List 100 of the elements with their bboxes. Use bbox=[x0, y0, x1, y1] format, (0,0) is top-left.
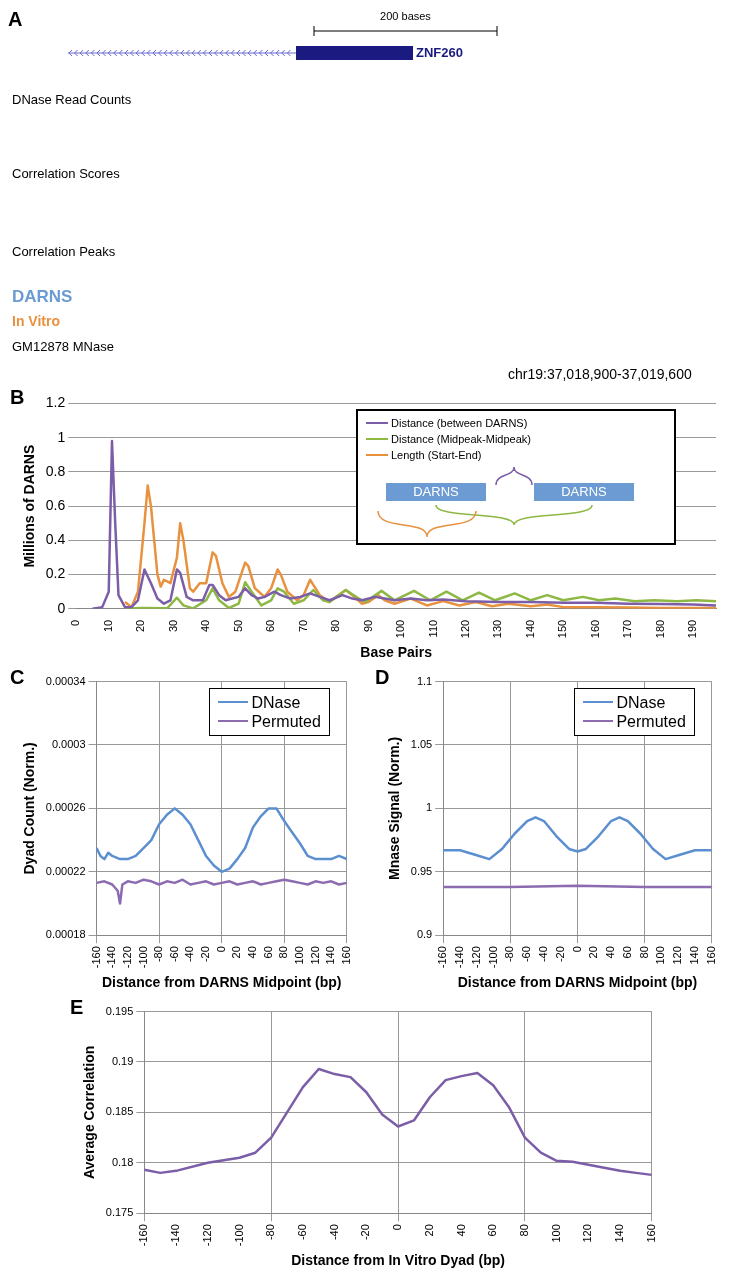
x-tick-label: -160 bbox=[137, 1224, 150, 1247]
x-tick-label: 20 bbox=[230, 946, 243, 959]
x-axis-title: Distance from In Vitro Dyad (bp) bbox=[291, 1252, 505, 1269]
chart-title: B bbox=[10, 386, 25, 409]
x-tick-label: -20 bbox=[359, 1224, 372, 1241]
x-tick-label: -40 bbox=[536, 946, 549, 963]
x-tick-label: -40 bbox=[327, 1224, 340, 1241]
y-tick-label: 1.05 bbox=[410, 738, 433, 751]
x-axis-title: Distance from DARNS Midpoint (bp) bbox=[101, 974, 342, 991]
y-tick-label: 0.00034 bbox=[45, 674, 86, 687]
x-tick-label: 40 bbox=[454, 1224, 467, 1237]
x-tick-label: 130 bbox=[491, 619, 504, 639]
text: DARNS bbox=[12, 287, 73, 307]
text: chr19:37,018,900-37,019,600 bbox=[508, 366, 692, 382]
text: A bbox=[8, 8, 23, 31]
label-box: DARNS bbox=[534, 483, 634, 502]
x-tick-label: 150 bbox=[556, 619, 569, 639]
x-tick-label: -100 bbox=[232, 1224, 245, 1247]
x-tick-label: 190 bbox=[686, 619, 699, 639]
chart-title: C bbox=[10, 666, 25, 689]
y-tick-label: 1 bbox=[426, 801, 433, 814]
x-tick-label: 80 bbox=[277, 946, 290, 959]
x-tick-label: 80 bbox=[517, 1224, 530, 1237]
x-tick-label: -80 bbox=[152, 946, 165, 963]
x-tick-label: 140 bbox=[324, 946, 337, 965]
text: Correlation Scores bbox=[12, 166, 120, 181]
legend-label: Permuted bbox=[251, 711, 321, 731]
x-tick-label: 40 bbox=[245, 946, 258, 959]
x-tick-label: -60 bbox=[167, 946, 180, 963]
y-tick-label: 0.185 bbox=[105, 1105, 134, 1118]
x-tick-label: 160 bbox=[704, 946, 717, 965]
text: In Vitro bbox=[12, 313, 60, 329]
x-tick-label: 120 bbox=[671, 946, 684, 965]
x-tick-label: -140 bbox=[105, 946, 118, 969]
x-tick-label: -40 bbox=[183, 946, 196, 963]
y-tick-label: 0.00026 bbox=[45, 801, 86, 814]
x-tick-label: -60 bbox=[295, 1224, 308, 1241]
x-tick-label: -140 bbox=[169, 1224, 182, 1247]
y-tick-label: 0.00018 bbox=[45, 928, 86, 941]
y-tick-label: 0.4 bbox=[45, 531, 66, 548]
x-tick-label: 160 bbox=[588, 619, 601, 639]
x-tick-label: 140 bbox=[523, 619, 536, 639]
x-tick-label: -20 bbox=[553, 946, 566, 963]
y-axis-title: Millions of DARNS bbox=[21, 444, 38, 568]
x-tick-label: 90 bbox=[361, 619, 374, 633]
y-tick-label: 0.8 bbox=[45, 462, 66, 479]
y-tick-label: 0 bbox=[57, 599, 66, 616]
label-box: DARNS bbox=[386, 483, 486, 502]
y-tick-label: 0.2 bbox=[45, 565, 66, 582]
y-axis-title: Mnase Signal (Norm.) bbox=[386, 736, 403, 880]
x-tick-label: 0 bbox=[391, 1224, 404, 1231]
y-tick-label: 0.9 bbox=[416, 928, 433, 941]
y-tick-label: 0.95 bbox=[410, 864, 433, 877]
x-axis-title: Distance from DARNS Midpoint (bp) bbox=[457, 974, 698, 991]
legend-label: DNase bbox=[616, 692, 666, 712]
x-tick-label: 100 bbox=[549, 1224, 562, 1243]
y-tick-label: 0.18 bbox=[111, 1155, 134, 1168]
x-tick-label: -120 bbox=[469, 946, 482, 969]
legend-label: Length (Start-End) bbox=[391, 448, 482, 464]
x-tick-label: 120 bbox=[308, 946, 321, 965]
x-tick-label: 60 bbox=[620, 946, 633, 959]
y-axis-title: Dyad Count (Norm.) bbox=[21, 742, 38, 875]
x-tick-label: 50 bbox=[231, 619, 244, 633]
x-tick-label: 100 bbox=[394, 619, 407, 639]
y-tick-label: 1.2 bbox=[45, 394, 66, 411]
chart-title: D bbox=[375, 666, 390, 689]
x-tick-label: 80 bbox=[329, 619, 342, 633]
x-tick-label: 120 bbox=[458, 619, 471, 639]
x-tick-label: 0 bbox=[214, 946, 227, 953]
y-tick-label: 0.195 bbox=[105, 1004, 134, 1017]
text: GM12878 MNase bbox=[12, 339, 114, 354]
x-tick-label: -100 bbox=[136, 946, 149, 969]
text: ZNF260 bbox=[416, 45, 463, 60]
x-tick-label: 100 bbox=[654, 946, 667, 965]
x-tick-label: -120 bbox=[120, 946, 133, 969]
x-tick-label: 20 bbox=[422, 1224, 435, 1237]
x-tick-label: -100 bbox=[486, 946, 499, 969]
x-tick-label: 100 bbox=[292, 946, 305, 965]
x-tick-label: 140 bbox=[613, 1224, 626, 1243]
y-tick-label: 1.1 bbox=[416, 674, 433, 687]
x-tick-label: 160 bbox=[339, 946, 352, 965]
x-tick-label: 160 bbox=[644, 1224, 657, 1243]
x-tick-label: 20 bbox=[134, 619, 147, 633]
y-tick-label: 0.00022 bbox=[45, 864, 86, 877]
y-tick-label: 0.0003 bbox=[51, 738, 86, 751]
text: 200 bases bbox=[379, 10, 432, 22]
text: Correlation Peaks bbox=[12, 244, 116, 259]
x-tick-label: 120 bbox=[581, 1224, 594, 1243]
x-tick-label: 110 bbox=[426, 619, 439, 638]
y-tick-label: 0.175 bbox=[105, 1206, 134, 1219]
x-tick-label: 80 bbox=[637, 946, 650, 959]
x-tick-label: -140 bbox=[453, 946, 466, 969]
x-tick-label: 60 bbox=[264, 619, 277, 633]
x-tick-label: -120 bbox=[200, 1224, 213, 1247]
x-tick-label: 70 bbox=[296, 619, 309, 633]
y-tick-label: 0.6 bbox=[45, 496, 66, 513]
x-tick-label: 30 bbox=[166, 619, 179, 633]
x-tick-label: -160 bbox=[89, 946, 102, 969]
x-tick-label: 140 bbox=[688, 946, 701, 965]
x-tick-label: 170 bbox=[621, 619, 634, 639]
